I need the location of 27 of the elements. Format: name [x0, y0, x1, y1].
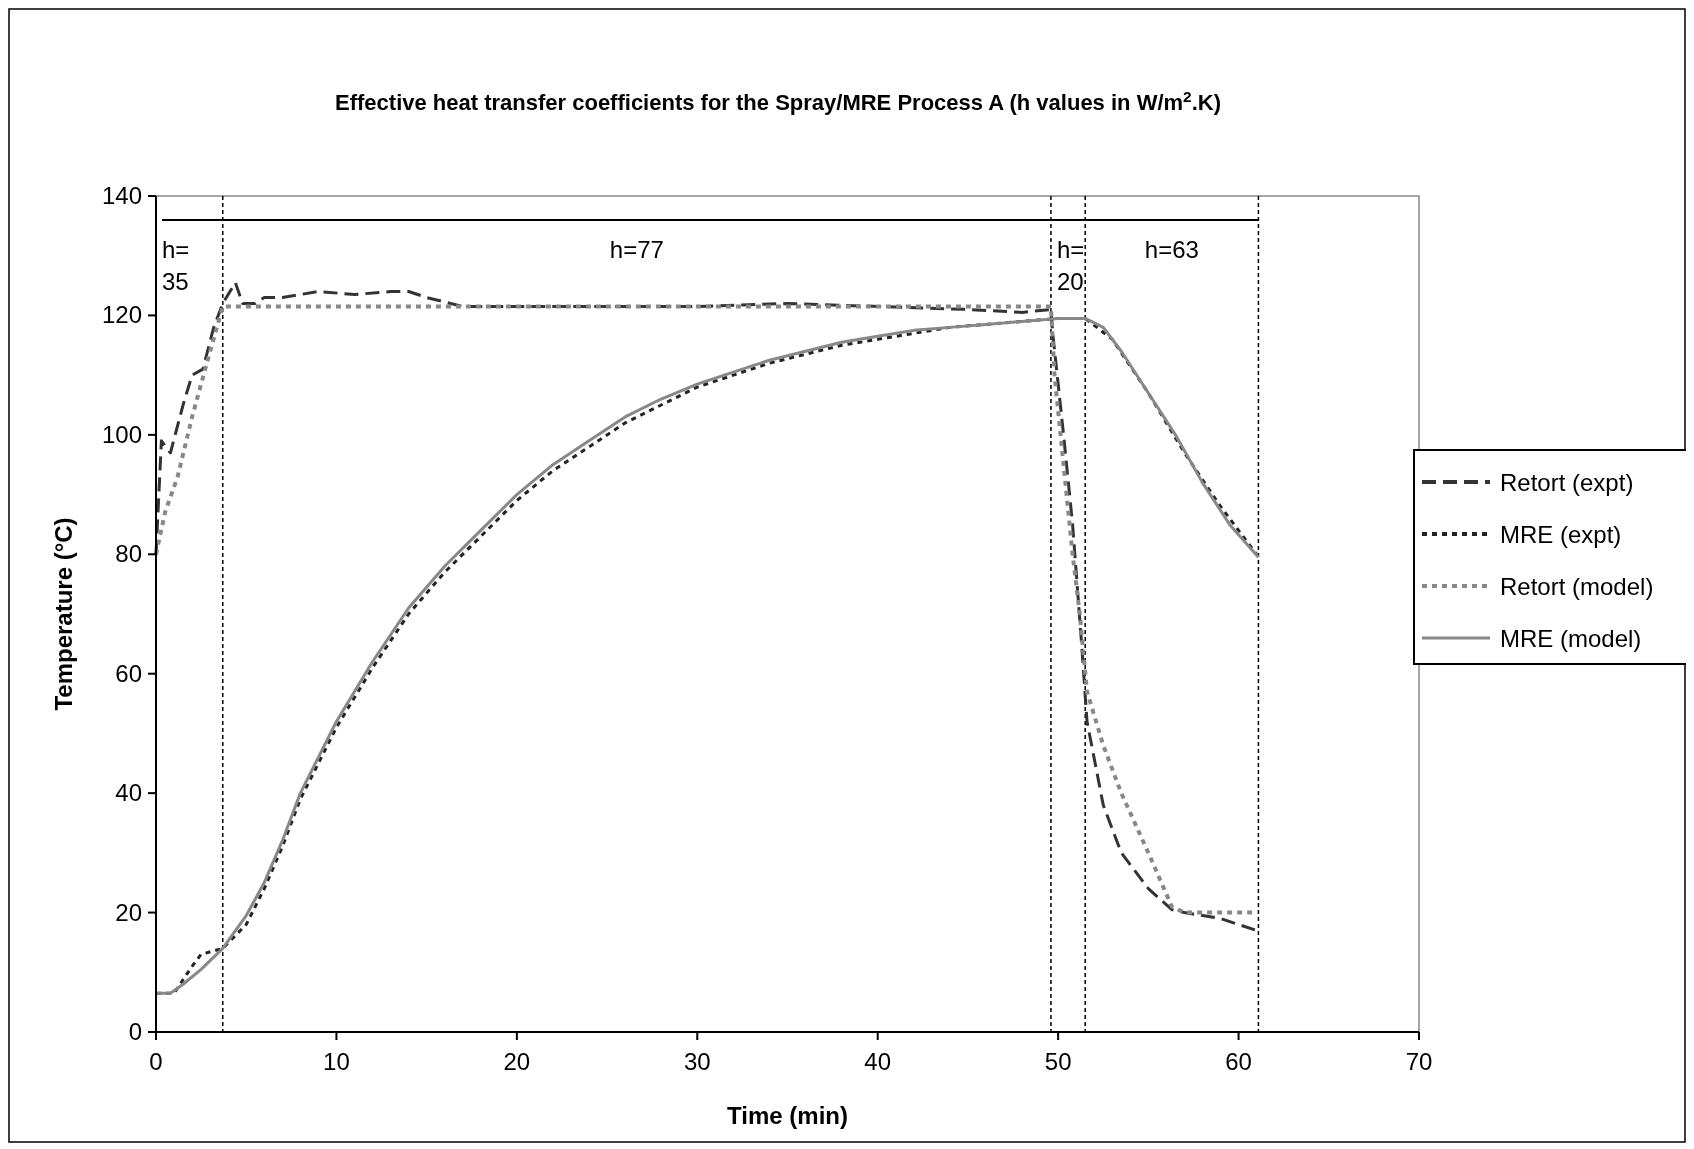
- annotation: h=77: [609, 235, 664, 263]
- y-tick-label: 100: [101, 420, 142, 448]
- annotation: h=63: [1144, 235, 1199, 263]
- legend-label: Retort (expt): [1500, 469, 1634, 496]
- y-tick-label: 140: [101, 182, 142, 209]
- y-tick-label: 80: [115, 540, 142, 568]
- y-tick-label: 20: [115, 898, 142, 926]
- y-tick-label: 0: [128, 1018, 142, 1045]
- x-tick-label: 50: [1044, 1048, 1072, 1075]
- x-tick-label: 0: [149, 1048, 163, 1075]
- y-tick-label: 60: [115, 659, 142, 687]
- legend-label: Retort (model): [1500, 573, 1654, 600]
- legend-label: MRE (expt): [1500, 521, 1622, 548]
- x-tick-label: 70: [1405, 1048, 1433, 1075]
- y-tick-label: 120: [101, 301, 142, 329]
- x-tick-label: 60: [1225, 1048, 1252, 1075]
- x-tick-label: 30: [683, 1048, 711, 1075]
- y-tick-label: 40: [115, 779, 142, 807]
- x-tick-label: 10: [323, 1048, 350, 1075]
- annotation: h= 35: [162, 235, 190, 295]
- annotation: h= 20: [1056, 235, 1085, 295]
- legend-label: MRE (model): [1500, 625, 1642, 652]
- x-tick-label: 20: [503, 1048, 531, 1075]
- x-axis-title: Time (min): [727, 1102, 848, 1129]
- y-axis-title: Temperature (°C): [50, 517, 77, 711]
- chart-title: Effective heat transfer coefficients for the Spray/MRE Process A (h values in W/m$^{2}$.K): [335, 87, 1221, 115]
- x-tick-label: 40: [864, 1048, 892, 1075]
